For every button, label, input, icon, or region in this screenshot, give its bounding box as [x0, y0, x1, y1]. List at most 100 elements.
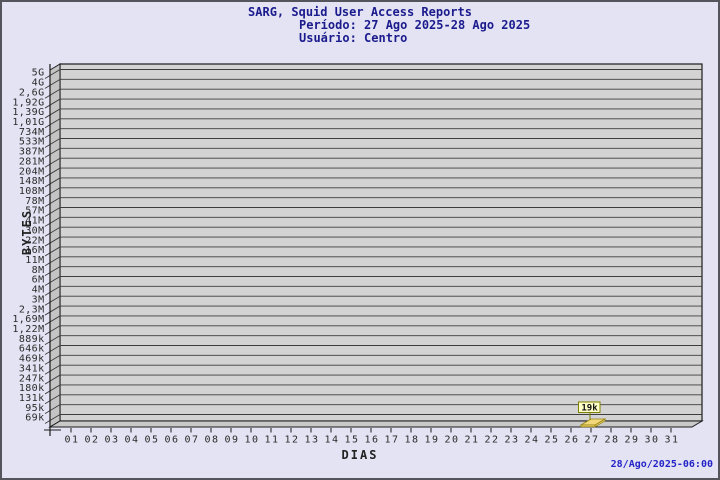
report-user: Usuário: Centro	[299, 31, 408, 45]
y-tick-label: 2,3M	[19, 304, 45, 315]
y-tick-label: 180k	[19, 383, 45, 394]
x-tick-label: 06	[164, 435, 179, 446]
y-tick-label: 734M	[19, 127, 45, 138]
y-tick-label: 16M	[25, 245, 44, 256]
x-tick-label: 08	[204, 435, 219, 446]
y-tick-label: 108M	[19, 186, 45, 197]
x-tick-label: 27	[584, 435, 599, 446]
y-tick	[44, 226, 61, 237]
y-tick-label: 469k	[19, 354, 45, 365]
x-tick-label: 28	[604, 435, 619, 446]
y-tick-label: 341k	[19, 363, 45, 374]
left-wall	[49, 63, 61, 428]
y-tick-label: 22M	[25, 235, 44, 246]
x-tick-label: 21	[464, 435, 479, 446]
y-tick	[44, 69, 61, 79]
y-tick-label: 1,01G	[12, 117, 44, 128]
y-tick	[44, 207, 61, 217]
annotation-box	[578, 401, 601, 413]
y-tick	[44, 256, 61, 267]
y-tick	[44, 187, 61, 198]
x-tick-label: 22	[484, 435, 499, 446]
y-tick	[44, 384, 61, 395]
x-tick-label: 09	[224, 435, 239, 446]
x-tick-label: 26	[564, 435, 579, 446]
y-tick	[44, 78, 61, 89]
y-tick-label: 2,6G	[19, 87, 45, 98]
x-tick-label: 17	[384, 435, 399, 446]
x-tick-label: 15	[344, 435, 359, 446]
y-tick	[44, 364, 61, 375]
x-tick-label: 03	[104, 435, 119, 446]
x-tick-label: 24	[524, 435, 539, 446]
x-tick-label: 30	[644, 435, 659, 446]
x-tick-label: 23	[504, 435, 519, 446]
x-tick-label: 10	[244, 435, 259, 446]
x-tick-label: 11	[264, 435, 279, 446]
y-tick-label: 11M	[25, 255, 44, 266]
y-tick-label: 8M	[32, 265, 45, 276]
x-tick-label: 07	[184, 435, 199, 446]
y-tick-label: 281M	[19, 156, 45, 167]
y-tick	[44, 147, 61, 158]
y-tick	[44, 276, 61, 286]
y-tick-label: 4G	[32, 78, 45, 89]
y-tick	[44, 374, 61, 385]
y-tick	[44, 315, 61, 326]
y-tick-label: 3M	[32, 294, 45, 305]
y-tick	[44, 177, 61, 188]
y-tick-label: 247k	[19, 373, 45, 384]
y-axis-title: BYTES	[20, 208, 34, 256]
y-tick	[44, 167, 61, 178]
y-tick	[44, 246, 61, 257]
x-tick-label: 05	[144, 435, 159, 446]
y-tick	[44, 394, 61, 405]
x-tick-label: 12	[284, 435, 299, 446]
y-tick-label: 95k	[25, 403, 44, 414]
y-tick	[44, 157, 61, 168]
bar-day-27	[580, 424, 596, 428]
y-tick-label: 533M	[19, 137, 45, 148]
y-tick-label: 204M	[19, 166, 45, 177]
x-tick-label: 16	[364, 435, 379, 446]
y-tick	[44, 138, 61, 148]
generated-timestamp: 28/Ago/2025-06:00	[610, 459, 713, 470]
y-tick-label: 131k	[19, 393, 45, 404]
y-tick	[44, 128, 61, 139]
y-tick	[44, 197, 61, 208]
y-tick-label: 646k	[19, 344, 45, 355]
x-tick-label: 02	[84, 435, 99, 446]
y-tick	[44, 88, 61, 99]
annotation-value: 19k	[581, 404, 598, 414]
y-tick-label: 30M	[25, 225, 44, 236]
y-tick	[44, 335, 61, 346]
y-tick	[44, 414, 61, 424]
y-tick	[44, 354, 61, 365]
y-tick-label: 889k	[19, 334, 45, 345]
y-tick-label: 78M	[25, 196, 44, 207]
x-tick-label: 31	[664, 435, 679, 446]
x-tick-label: 19	[424, 435, 439, 446]
y-tick	[44, 404, 61, 415]
x-tick-label: 01	[64, 435, 79, 446]
y-tick-label: 57M	[25, 206, 44, 217]
x-tick-label: 20	[444, 435, 459, 446]
y-tick-label: 41M	[25, 216, 44, 227]
y-tick-label: 1,69M	[12, 314, 44, 325]
y-tick-label: 387M	[19, 147, 45, 158]
y-tick	[44, 285, 61, 296]
y-tick-label: 1,39G	[12, 107, 44, 118]
y-tick	[44, 295, 61, 306]
x-tick-label: 18	[404, 435, 419, 446]
y-tick	[44, 98, 61, 109]
y-tick	[44, 118, 61, 129]
y-tick-label: 69k	[25, 413, 44, 424]
x-tick-label: 14	[324, 435, 339, 446]
y-tick-label: 1,92G	[12, 97, 44, 108]
y-tick-label: 148M	[19, 176, 45, 187]
y-tick	[44, 325, 61, 336]
y-tick	[44, 266, 61, 277]
y-tick-label: 4M	[32, 285, 45, 296]
